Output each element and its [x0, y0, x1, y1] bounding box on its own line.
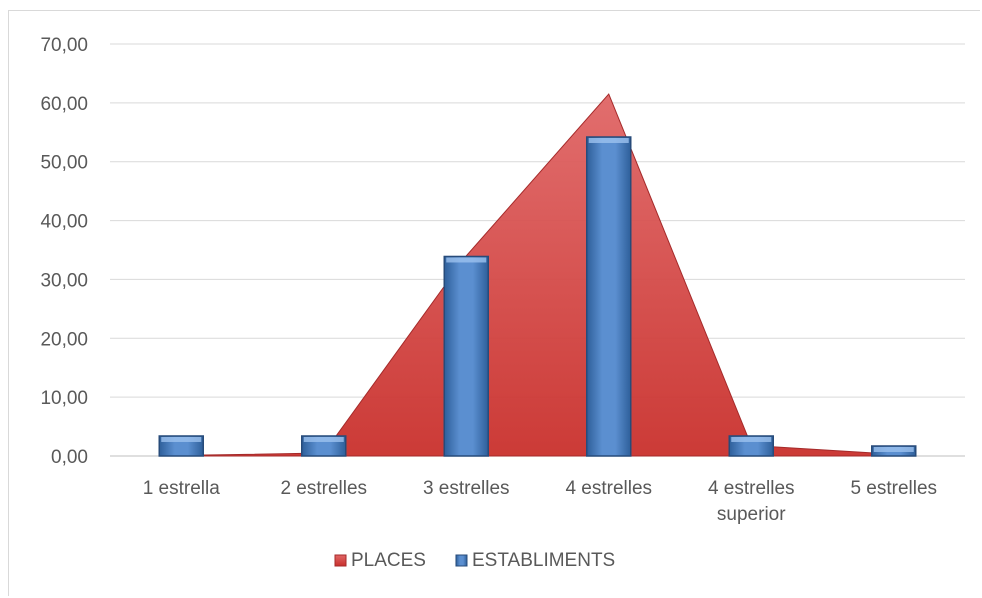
y-tick-label: 50,00	[40, 153, 88, 174]
y-tick-label: 40,00	[40, 212, 88, 233]
establiments-bar-highlight	[446, 257, 487, 263]
x-category-label: superior	[717, 504, 786, 525]
x-category-label: 4 estrelles	[708, 478, 795, 499]
establiments-bar	[586, 136, 632, 457]
y-tick-label: 20,00	[40, 329, 88, 350]
x-category-label: 5 estrelles	[850, 478, 937, 499]
establiments-bar	[443, 255, 489, 457]
establiments-bar-highlight	[873, 446, 914, 452]
x-axis-category-labels: 1 estrella 2 estrelles 3 estrelles 4 estrel…	[143, 478, 937, 525]
y-tick-label: 60,00	[40, 94, 88, 115]
legend-swatch	[334, 554, 347, 567]
y-tick-label: 70,00	[40, 35, 88, 56]
x-category-label: 1 estrella	[143, 478, 221, 499]
establiments-bar-series	[158, 136, 917, 457]
places-area	[180, 93, 895, 457]
y-axis-tick-labels: 0,00 10,00 20,00 30,00 40,00 50,00 60,00 70,00	[40, 35, 88, 468]
establiments-bar-highlight	[303, 436, 344, 442]
establiments-bar-highlight	[588, 137, 629, 143]
places-area-series	[180, 93, 895, 457]
y-tick-label: 10,00	[40, 388, 88, 409]
legend: PLACES ESTABLIMENTS	[334, 550, 615, 571]
x-category-label: 4 estrelles	[565, 478, 652, 499]
establiments-bar-highlight	[731, 436, 772, 442]
x-category-label: 2 estrelles	[280, 478, 367, 499]
legend-label: PLACES	[351, 550, 426, 571]
legend-swatch	[455, 554, 468, 567]
y-tick-label: 30,00	[40, 270, 88, 291]
x-category-label: 3 estrelles	[423, 478, 510, 499]
y-tick-label: 0,00	[51, 447, 88, 468]
establiments-bar-highlight	[161, 436, 202, 442]
legend-label: ESTABLIMENTS	[472, 550, 615, 571]
